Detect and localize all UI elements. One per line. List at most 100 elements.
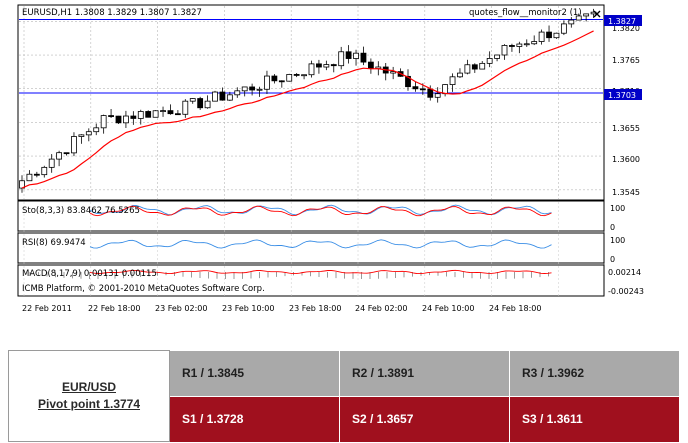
price-tick: 1.3545 [612,188,640,197]
price-chart[interactable]: EURUSD,H1 1.3808 1.3829 1.3807 1.3827 qu… [0,0,688,320]
candle-body [26,173,33,182]
candle-body [241,86,248,92]
candle-body [152,110,159,118]
candle-body [108,115,114,117]
rsi-pane[interactable] [17,232,605,264]
chart-window[interactable]: EURUSD,H1 1.3808 1.3829 1.3807 1.3827 qu… [0,0,688,320]
main-pane[interactable] [17,4,605,201]
candle-body [204,100,211,109]
candle-body [130,115,137,119]
macd-pane[interactable] [17,264,605,297]
time-tick: 24 Feb 18:00 [489,304,541,313]
time-tick: 23 Feb 10:00 [222,304,274,313]
candle-body [256,88,263,91]
copyright-text: ICMB Platform, © 2001-2010 MetaQuotes So… [22,284,265,294]
stochastic-label: Sto(8,3,3) 83.8462 76.5265 [22,206,140,216]
candle-body [301,74,307,77]
candle-body [182,100,189,115]
price-tick: 1.3820 [612,24,640,33]
candle-body [419,88,426,91]
price-levels [19,18,603,94]
stochastic-tick: 100 [610,204,625,213]
candle-body [538,31,545,42]
candle-body [234,90,241,96]
level-price-tag [604,89,642,100]
price-tick: 1.3600 [612,155,640,164]
candle-body [71,136,77,154]
rsi-line [89,239,552,249]
candle-body [568,19,575,25]
candle-body [575,15,582,21]
pivot-table: EUR/USD Pivot point 1.3774 R1 / 1.3845 R… [8,350,680,442]
candle-body [308,63,315,76]
candle-body [523,43,530,46]
candle-body [405,75,411,88]
oscillators [29,204,552,279]
candle-body [501,45,508,56]
candle-body [434,93,441,98]
candle-body [516,43,523,47]
candle-body [367,61,374,69]
time-tick: 22 Feb 18:00 [88,304,140,313]
candle-body [464,64,471,74]
candle-body [345,51,352,59]
time-tick: 24 Feb 02:00 [355,304,407,313]
moving-average-line [21,30,594,189]
rsi-tick: 100 [610,236,625,245]
candle-body [189,98,196,102]
candle-body [197,98,204,109]
candle-body [85,131,92,136]
candle-body [212,91,218,102]
price-axis: 1.3820 1.3765 1.3710 1.3655 1.3600 1.354… [612,24,640,197]
candle-body [442,84,449,95]
current-price-label: 1.3827 [608,17,636,26]
candle-body [353,52,359,59]
support-2: S2 / 1.3657 [339,395,510,442]
candle-body [56,152,63,160]
candle-body [531,41,538,45]
time-tick: 23 Feb 18:00 [289,304,341,313]
chart-grid [19,6,603,296]
level-price-label: 1.3703 [608,91,636,100]
stochastic-pane[interactable] [17,200,605,232]
candle-body [174,113,181,116]
support-1: S1 / 1.3728 [169,395,340,442]
candle-body [479,62,486,70]
indicator-label: quotes_flow__monitor2 (1) [469,8,582,18]
candle-body [583,13,590,17]
candle-body [145,111,152,118]
candle-body [293,74,300,76]
pair-name: EUR/USD [61,380,116,394]
resistance-3: R3 / 1.3962 [509,350,680,396]
candle-body [167,110,174,115]
candle-body [486,58,493,64]
time-tick: 22 Feb 2011 [22,304,72,313]
candle-body [457,72,463,78]
candle-body [41,166,48,176]
stochastic-tick: 0 [610,223,615,232]
rsi-tick: 0 [610,255,615,264]
candle-body [360,52,367,63]
candle-body [278,80,285,83]
time-tick: 24 Feb 10:00 [422,304,474,313]
candle-body [33,173,40,176]
candle-body [471,64,478,70]
pair-cell: EUR/USD Pivot point 1.3774 [8,350,170,442]
candle-body [219,91,226,101]
candle-body [316,63,322,68]
candle-body [509,45,515,47]
resistance-2: R2 / 1.3891 [339,350,510,396]
candle-body [427,88,434,98]
candle-body [226,94,233,101]
close-icon[interactable] [593,10,601,18]
candle-body [63,152,70,155]
macd-tick: -0.00243 [608,287,644,296]
candle-body [115,115,122,124]
candle-body [560,23,567,34]
candle-body [48,158,55,168]
candle-body [338,51,345,67]
candle-body [264,75,270,90]
macd-tick: 0.00214 [608,268,641,277]
candle-body [160,110,166,113]
rsi-label: RSI(8) 69.9474 [22,238,86,248]
